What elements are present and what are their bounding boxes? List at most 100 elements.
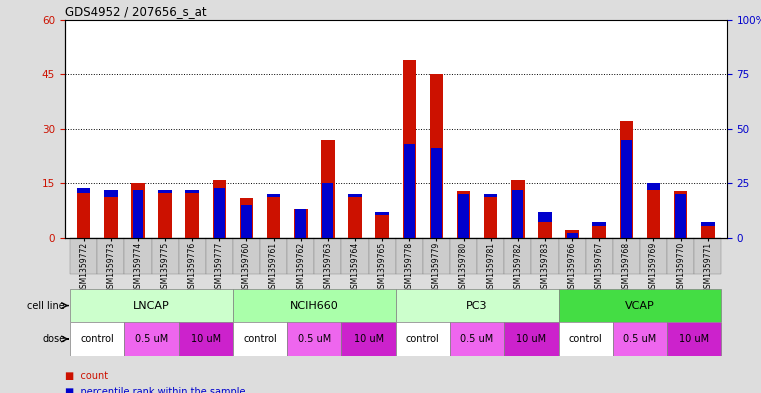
FancyBboxPatch shape [124, 238, 151, 274]
Bar [450, 322, 505, 356]
Bar [567, 233, 578, 238]
Bar [131, 183, 145, 238]
FancyBboxPatch shape [368, 238, 396, 274]
Bar [240, 205, 253, 238]
FancyBboxPatch shape [205, 238, 233, 274]
Bar [673, 191, 687, 238]
Bar [511, 180, 524, 238]
FancyBboxPatch shape [287, 238, 314, 274]
Bar [241, 205, 252, 238]
Text: PC3: PC3 [466, 301, 488, 310]
Bar [505, 322, 559, 356]
FancyBboxPatch shape [179, 238, 205, 274]
Bar [431, 148, 442, 238]
Bar [403, 62, 416, 238]
FancyBboxPatch shape [450, 238, 477, 274]
Bar [212, 180, 226, 238]
Text: 0.5 uM: 0.5 uM [460, 334, 494, 344]
FancyBboxPatch shape [505, 238, 531, 274]
Bar [323, 183, 333, 238]
Text: control: control [244, 334, 277, 344]
FancyBboxPatch shape [559, 238, 586, 274]
Bar [404, 144, 415, 238]
Text: NCIH660: NCIH660 [290, 301, 339, 310]
Text: 0.5 uM: 0.5 uM [623, 334, 657, 344]
Bar [647, 183, 661, 238]
Bar [214, 187, 224, 238]
Bar [701, 226, 715, 238]
FancyBboxPatch shape [97, 238, 124, 274]
Text: dose: dose [42, 334, 65, 344]
Bar [484, 194, 498, 238]
Bar [294, 211, 307, 238]
FancyBboxPatch shape [477, 238, 505, 274]
Bar [403, 60, 416, 238]
Bar [349, 194, 361, 238]
Bar [396, 322, 450, 356]
Text: 0.5 uM: 0.5 uM [298, 334, 331, 344]
Bar [565, 233, 579, 238]
Bar [132, 190, 143, 238]
FancyBboxPatch shape [586, 238, 613, 274]
Bar [673, 193, 687, 238]
Bar [667, 322, 721, 356]
Bar [430, 74, 443, 238]
Bar [457, 191, 470, 238]
Bar [70, 322, 124, 356]
FancyBboxPatch shape [423, 238, 450, 274]
FancyBboxPatch shape [70, 238, 97, 274]
Bar [430, 148, 443, 238]
Bar [375, 215, 389, 238]
FancyBboxPatch shape [314, 238, 342, 274]
Bar [321, 143, 335, 238]
Bar [511, 190, 524, 238]
Bar [675, 194, 686, 238]
Bar [321, 183, 335, 238]
Bar [124, 322, 179, 356]
Bar [321, 140, 335, 238]
Bar [240, 198, 253, 238]
Bar [212, 182, 226, 238]
Bar [621, 140, 632, 238]
Bar [267, 197, 280, 238]
Bar [619, 124, 633, 238]
Text: ■  percentile rank within the sample: ■ percentile rank within the sample [65, 387, 245, 393]
FancyBboxPatch shape [531, 238, 559, 274]
Bar [158, 190, 172, 238]
Bar [559, 322, 613, 356]
FancyBboxPatch shape [151, 238, 179, 274]
Text: 10 uM: 10 uM [679, 334, 709, 344]
Bar [233, 289, 396, 322]
Bar [457, 193, 470, 238]
Bar [403, 144, 416, 238]
FancyBboxPatch shape [613, 238, 640, 274]
Bar [458, 194, 469, 238]
Text: control: control [81, 334, 114, 344]
Bar [565, 233, 579, 238]
Text: control: control [568, 334, 603, 344]
FancyBboxPatch shape [260, 238, 287, 274]
Bar [701, 222, 715, 238]
FancyBboxPatch shape [667, 238, 694, 274]
Bar [396, 289, 559, 322]
Text: 10 uM: 10 uM [516, 334, 546, 344]
Text: VCAP: VCAP [625, 301, 654, 310]
Bar [131, 190, 145, 238]
FancyBboxPatch shape [694, 238, 721, 274]
Bar [375, 211, 389, 238]
Bar [430, 77, 443, 238]
Text: GDS4952 / 207656_s_at: GDS4952 / 207656_s_at [65, 6, 206, 18]
Bar [619, 121, 633, 238]
FancyBboxPatch shape [640, 238, 667, 274]
FancyBboxPatch shape [233, 238, 260, 274]
Bar [186, 193, 199, 238]
FancyBboxPatch shape [342, 238, 368, 274]
Bar [647, 190, 661, 238]
Bar [233, 322, 287, 356]
Bar [104, 197, 118, 238]
Bar [77, 193, 91, 238]
Bar [349, 197, 361, 238]
Bar [158, 193, 172, 238]
Bar [559, 289, 721, 322]
Text: 10 uM: 10 uM [191, 334, 221, 344]
